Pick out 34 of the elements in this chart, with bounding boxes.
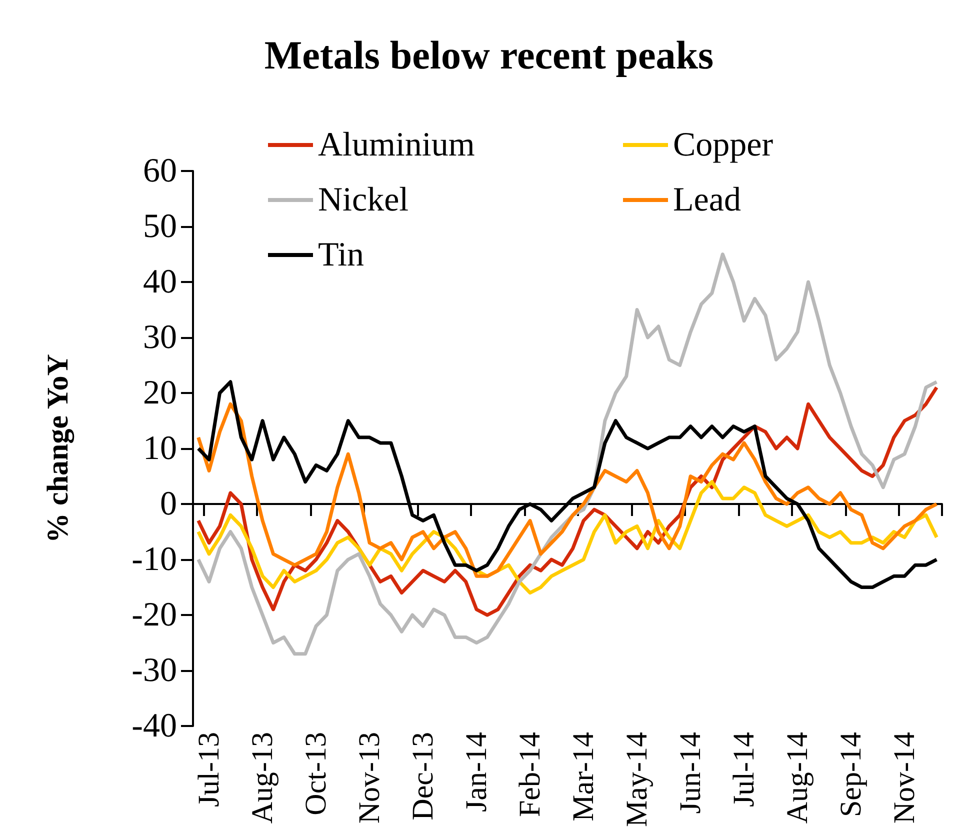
y-tick-label: -30 (132, 652, 177, 690)
x-tick-label: Jan-14 (460, 732, 494, 812)
legend-label: Tin (318, 236, 364, 274)
y-tick-label: -10 (132, 541, 177, 578)
x-tick-label: Dec-13 (406, 732, 440, 820)
x-tick-label: Sep-14 (834, 732, 868, 818)
x-tick-label: Nov-14 (888, 732, 922, 824)
chart-title: Metals below recent peaks (264, 32, 714, 78)
x-tick-label: Jul-13 (192, 732, 226, 808)
x-tick-label: Mar-14 (567, 732, 600, 822)
y-axis-title: % change YoY (42, 354, 74, 543)
y-tick-label: 0 (160, 486, 177, 523)
y-tick-label: 60 (143, 152, 177, 190)
y-tick-label: 20 (143, 374, 177, 412)
x-tick-label: Feb-14 (514, 732, 547, 818)
y-tick-label: 30 (143, 319, 177, 356)
y-tick-label: -40 (132, 708, 177, 745)
y-tick-label: 40 (143, 264, 177, 301)
x-tick-label: Oct-13 (300, 732, 333, 816)
y-tick-label: -20 (132, 596, 177, 634)
x-tick-label: Jun-14 (674, 732, 708, 814)
legend-label: Lead (673, 182, 741, 218)
x-tick-label: Aug-14 (781, 732, 814, 824)
x-tick-label: Aug-13 (246, 732, 280, 824)
x-tick-label: May-14 (620, 732, 654, 828)
y-tick-label: 50 (143, 208, 177, 245)
line-series (196, 402, 938, 578)
x-tick-label: Nov-13 (353, 732, 386, 824)
x-tick-label: Jul-14 (728, 732, 761, 808)
legend-label: Nickel (318, 182, 409, 218)
y-tick-label: 10 (143, 430, 177, 468)
legend-label: Aluminium (318, 126, 475, 164)
legend-label: Copper (673, 126, 774, 164)
line-series (196, 480, 938, 595)
